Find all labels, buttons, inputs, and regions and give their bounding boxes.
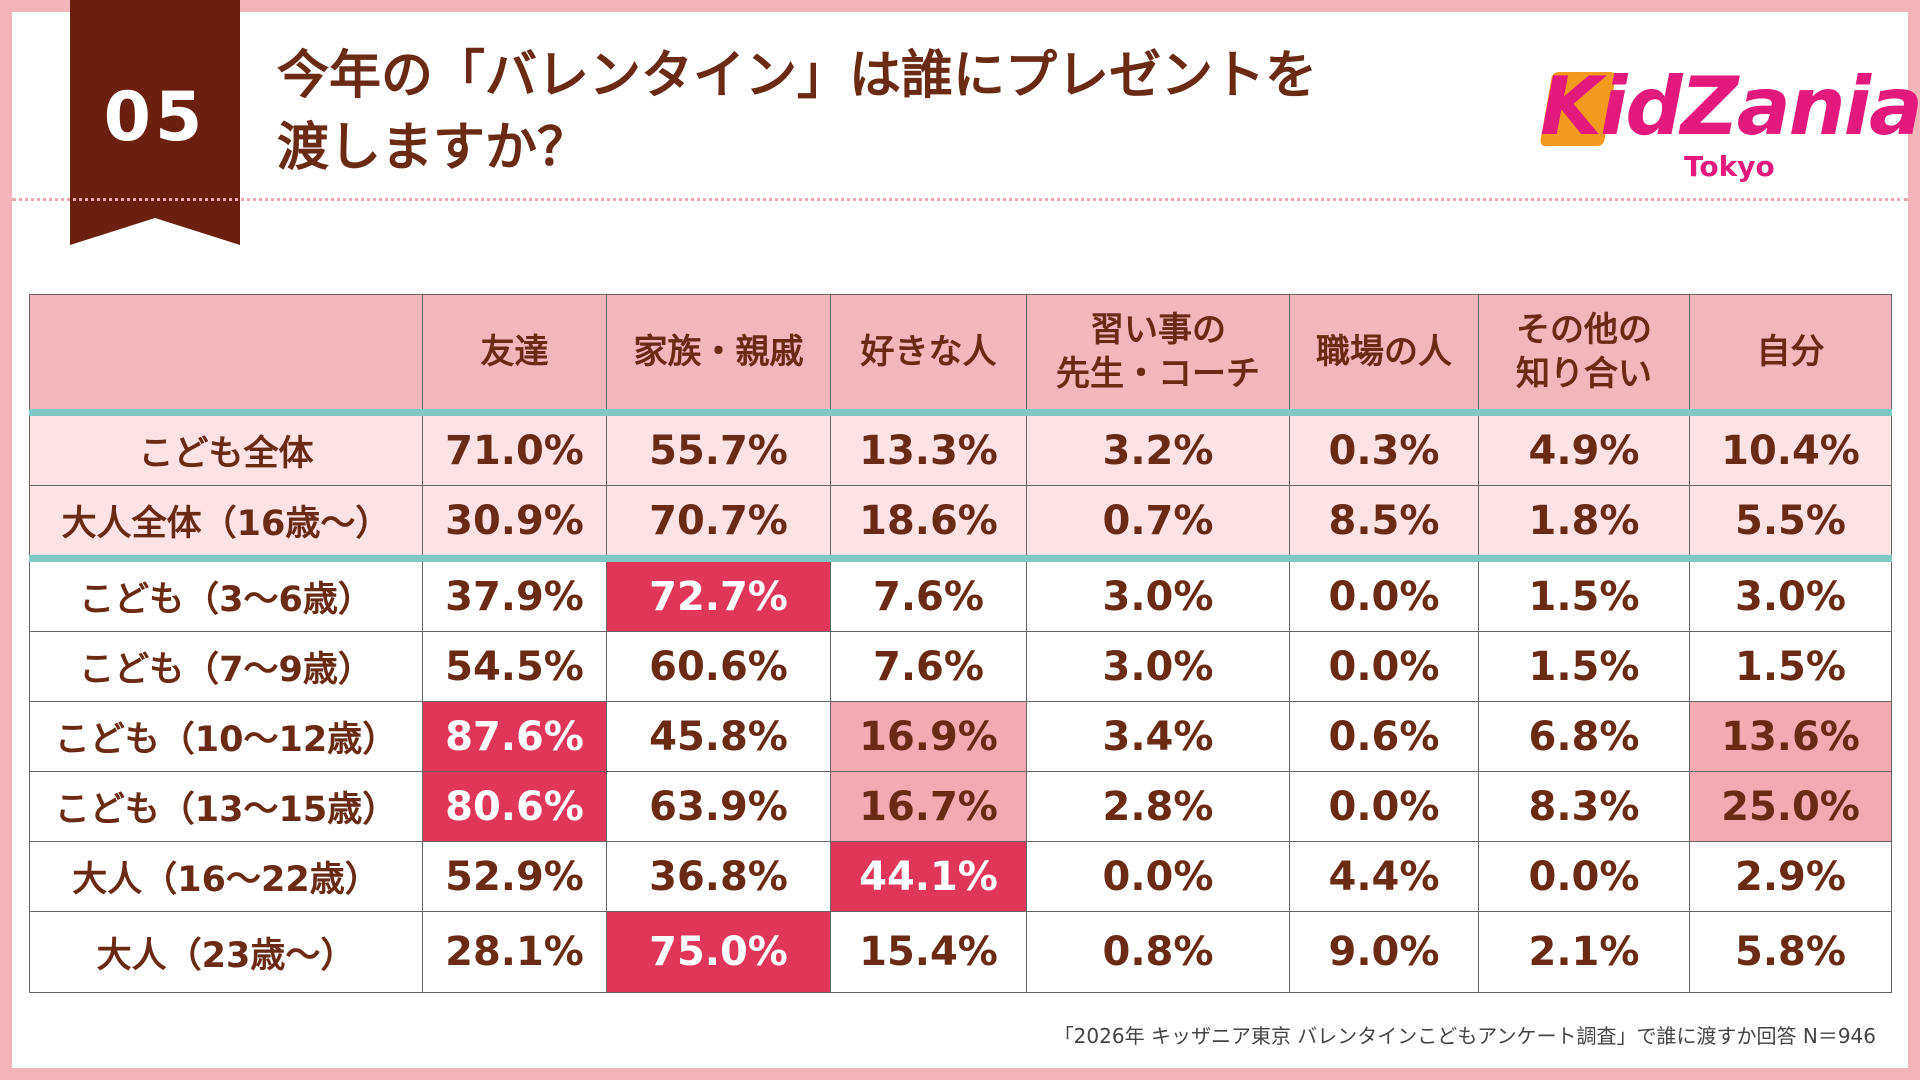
value-cell: 52.9%: [422, 841, 607, 912]
value-cell: 13.3%: [830, 412, 1027, 486]
value-cell: 1.8%: [1478, 485, 1690, 562]
table-row: こども全体 71.0% 55.7% 13.3% 3.2% 0.3% 4.9% 10.4%: [29, 412, 1892, 486]
value-cell: 63.9%: [606, 771, 831, 842]
value-cell: 54.5%: [422, 631, 607, 702]
value-cell: 60.6%: [606, 631, 831, 702]
value-cell: 3.4%: [1026, 701, 1290, 772]
header-row: 友達 家族・親戚 好きな人 習い事の 先生・コーチ 職場の人 その他の 知り合い 自分: [29, 294, 1892, 416]
value-cell: 4.9%: [1478, 412, 1690, 486]
value-cell: 70.7%: [606, 485, 831, 562]
value-cell: 87.6%: [422, 701, 607, 772]
table-row: こども（13～15歳） 80.6% 63.9% 16.7% 2.8% 0.0% 8.3% 25…: [29, 771, 1892, 842]
value-cell: 1.5%: [1478, 631, 1690, 702]
value-cell: 75.0%: [606, 911, 831, 993]
value-cell: 0.0%: [1289, 558, 1479, 632]
value-cell: 0.8%: [1026, 911, 1290, 993]
value-cell: 3.0%: [1026, 631, 1290, 702]
badge-number: 05: [103, 78, 207, 157]
value-cell: 1.5%: [1478, 558, 1690, 632]
column-header: 友達: [422, 294, 607, 416]
value-cell: 37.9%: [422, 558, 607, 632]
column-header: 習い事の 先生・コーチ: [1026, 294, 1290, 416]
table-row: 大人（16～22歳） 52.9% 36.8% 44.1% 0.0% 4.4% 0.0% 2.9…: [29, 841, 1892, 912]
value-cell: 72.7%: [606, 558, 831, 632]
value-cell: 8.3%: [1478, 771, 1690, 842]
value-cell: 9.0%: [1289, 911, 1479, 993]
table-row: こども（7～9歳） 54.5% 60.6% 7.6% 3.0% 0.0% 1.5% 1.5%: [29, 631, 1892, 702]
value-cell: 7.6%: [830, 558, 1027, 632]
value-cell: 71.0%: [422, 412, 607, 486]
value-cell: 5.5%: [1689, 485, 1892, 562]
value-cell: 6.8%: [1478, 701, 1690, 772]
value-cell: 0.6%: [1289, 701, 1479, 772]
value-cell: 3.2%: [1026, 412, 1290, 486]
logo-name: KidZania: [1540, 60, 1920, 153]
row-label: こども（13～15歳）: [29, 771, 423, 842]
row-label: こども（7～9歳）: [29, 631, 423, 702]
value-cell: 30.9%: [422, 485, 607, 562]
row-label: こども全体: [29, 412, 423, 486]
value-cell: 15.4%: [830, 911, 1027, 993]
value-cell: 4.4%: [1289, 841, 1479, 912]
value-cell: 2.8%: [1026, 771, 1290, 842]
divider: [12, 198, 1908, 201]
value-cell: 55.7%: [606, 412, 831, 486]
table: 友達 家族・親戚 好きな人 習い事の 先生・コーチ 職場の人 その他の 知り合い 自分 こども…: [29, 294, 1892, 993]
value-cell: 45.8%: [606, 701, 831, 772]
value-cell: 28.1%: [422, 911, 607, 993]
table-row: 大人全体（16歳～） 30.9% 70.7% 18.6% 0.7% 8.5% 1.8% 5.5…: [29, 485, 1892, 562]
value-cell: 0.3%: [1289, 412, 1479, 486]
footnote: 「2026年 キッザニア東京 バレンタインこどもアンケート調査」で誰に渡すか回答…: [1053, 1024, 1876, 1048]
column-header: 職場の人: [1289, 294, 1479, 416]
value-cell: 44.1%: [830, 841, 1027, 912]
value-cell: 0.0%: [1478, 841, 1690, 912]
value-cell: 25.0%: [1689, 771, 1892, 842]
row-label: 大人（23歳～）: [29, 911, 423, 993]
table-row: こども（3～6歳） 37.9% 72.7% 7.6% 3.0% 0.0% 1.5% 3.0%: [29, 558, 1892, 632]
value-cell: 3.0%: [1689, 558, 1892, 632]
value-cell: 18.6%: [830, 485, 1027, 562]
value-cell: 36.8%: [606, 841, 831, 912]
column-header: その他の 知り合い: [1478, 294, 1690, 416]
value-cell: 2.1%: [1478, 911, 1690, 993]
column-header: 好きな人: [830, 294, 1027, 416]
logo-sub: Tokyo: [1684, 150, 1775, 183]
value-cell: 0.0%: [1026, 841, 1290, 912]
value-cell: 0.7%: [1026, 485, 1290, 562]
column-header: 家族・親戚: [606, 294, 831, 416]
table-row: 大人（23歳～） 28.1% 75.0% 15.4% 0.8% 9.0% 2.1% 5.8%: [29, 911, 1892, 993]
value-cell: 2.9%: [1689, 841, 1892, 912]
value-cell: 13.6%: [1689, 701, 1892, 772]
value-cell: 1.5%: [1689, 631, 1892, 702]
value-cell: 8.5%: [1289, 485, 1479, 562]
value-cell: 80.6%: [422, 771, 607, 842]
value-cell: 10.4%: [1689, 412, 1892, 486]
row-label: 大人（16～22歳）: [29, 841, 423, 912]
corner-cell: [29, 294, 423, 416]
badge: 05: [70, 0, 240, 245]
value-cell: 16.9%: [830, 701, 1027, 772]
column-header: 自分: [1689, 294, 1892, 416]
row-label: こども（10～12歳）: [29, 701, 423, 772]
row-label: こども（3～6歳）: [29, 558, 423, 632]
value-cell: 5.8%: [1689, 911, 1892, 993]
value-cell: 0.0%: [1289, 631, 1479, 702]
logo: KidZania Tokyo: [1524, 52, 1920, 192]
value-cell: 3.0%: [1026, 558, 1290, 632]
value-cell: 16.7%: [830, 771, 1027, 842]
value-cell: 7.6%: [830, 631, 1027, 702]
table-row: こども（10～12歳） 87.6% 45.8% 16.9% 3.4% 0.6% 6.8% 13…: [29, 701, 1892, 772]
value-cell: 0.0%: [1289, 771, 1479, 842]
row-label: 大人全体（16歳～）: [29, 485, 423, 562]
title: 今年の「バレンタイン」は誰にプレゼントを 渡しますか？: [277, 46, 1318, 178]
